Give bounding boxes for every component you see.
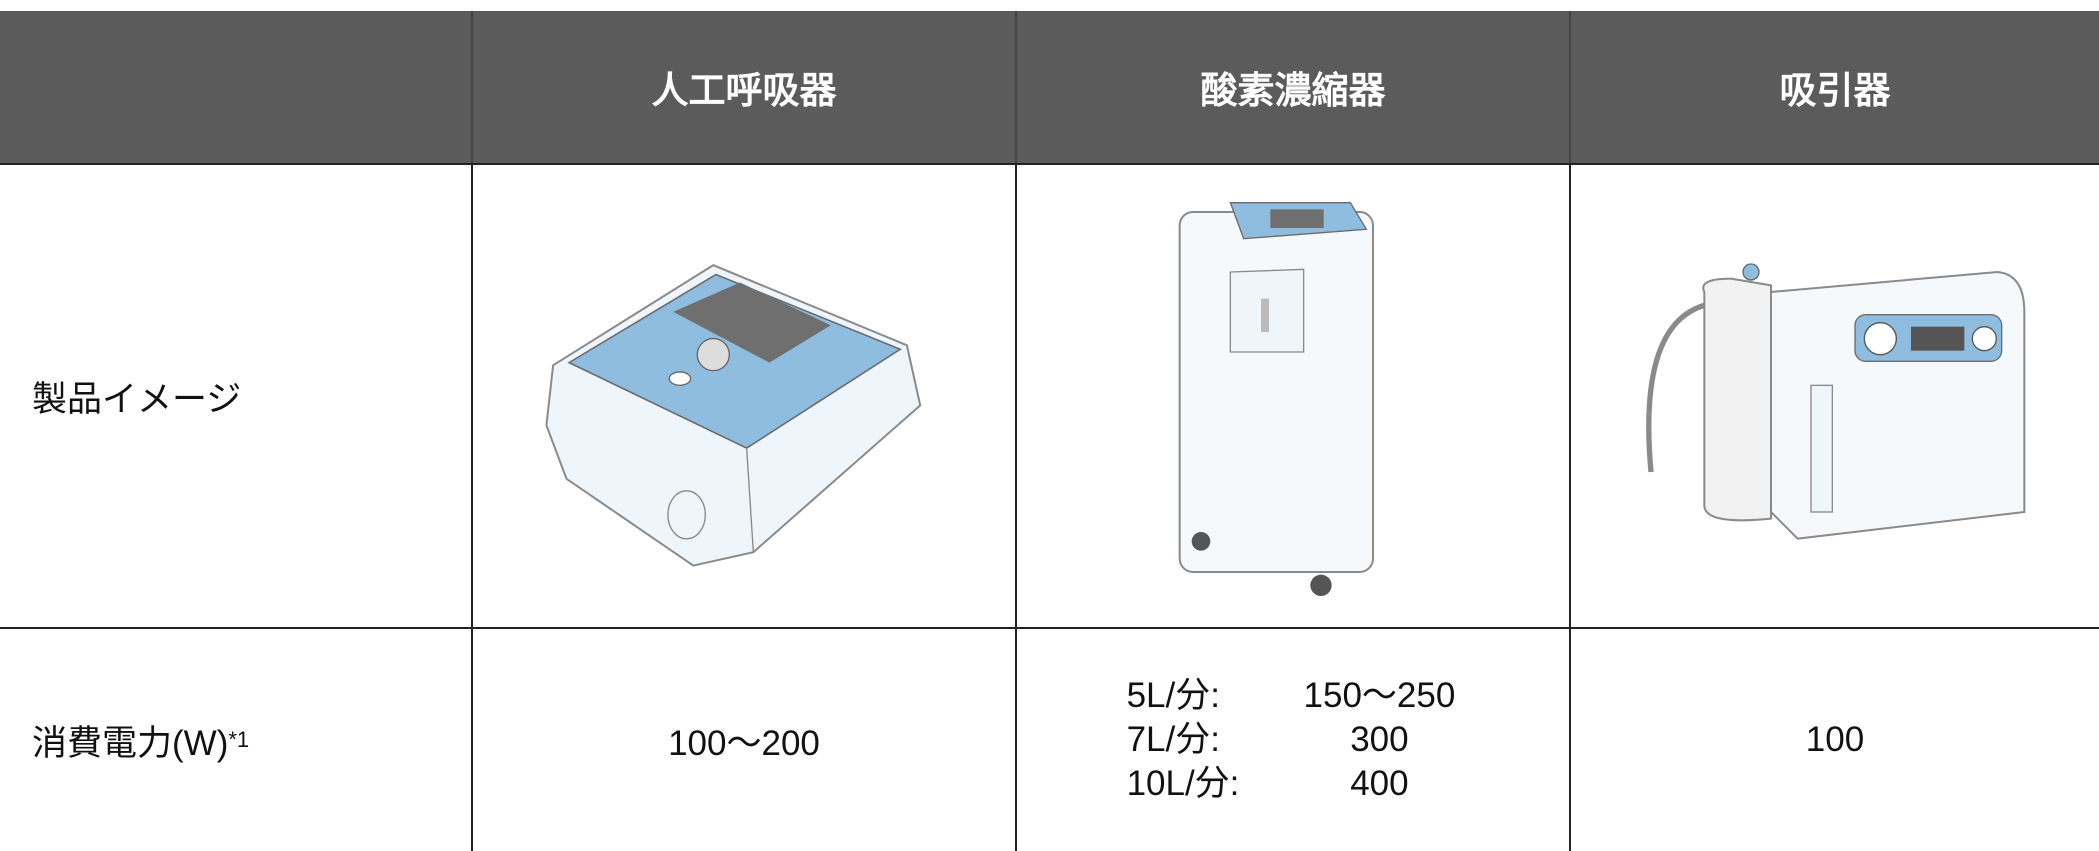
image-cell bbox=[1015, 163, 1569, 627]
footnote-mark: *1 bbox=[228, 727, 250, 752]
row-label: 製品イメージ bbox=[0, 163, 471, 627]
flow-rate: 10L/分: bbox=[1126, 764, 1240, 803]
image-cell bbox=[1569, 163, 2099, 627]
header-cell: 吸引器 bbox=[1569, 11, 2099, 163]
row-label-text: 消費電力(W) bbox=[32, 723, 229, 763]
ventilator-illustration bbox=[545, 264, 922, 567]
header-cell: 人工呼吸器 bbox=[471, 11, 1015, 163]
value-cell: 100 bbox=[1569, 627, 2099, 851]
flow-power-list: 5L/分: 150〜250 7L/分: 300 10L/分: 400 bbox=[1127, 674, 1460, 806]
power-value: 400 bbox=[1350, 764, 1409, 803]
header-cell-empty bbox=[0, 11, 471, 163]
suction-illustration bbox=[1646, 263, 2026, 540]
value-cell: 5L/分: 150〜250 7L/分: 300 10L/分: 400 bbox=[1015, 627, 1569, 851]
spec-table: 人工呼吸器 酸素濃縮器 吸引器 製品イメージ bbox=[0, 11, 2099, 851]
power-value: 150〜250 bbox=[1303, 676, 1456, 715]
image-cell bbox=[471, 163, 1015, 627]
flow-rate: 5L/分: bbox=[1126, 676, 1220, 715]
concentrator-illustration bbox=[1178, 202, 1374, 596]
row-label: 消費電力(W) *1 bbox=[0, 627, 471, 851]
value-cell: 100〜200 bbox=[471, 627, 1015, 851]
power-value: 300 bbox=[1350, 720, 1409, 759]
header-cell: 酸素濃縮器 bbox=[1015, 11, 1569, 163]
flow-rate: 7L/分: bbox=[1126, 720, 1220, 759]
